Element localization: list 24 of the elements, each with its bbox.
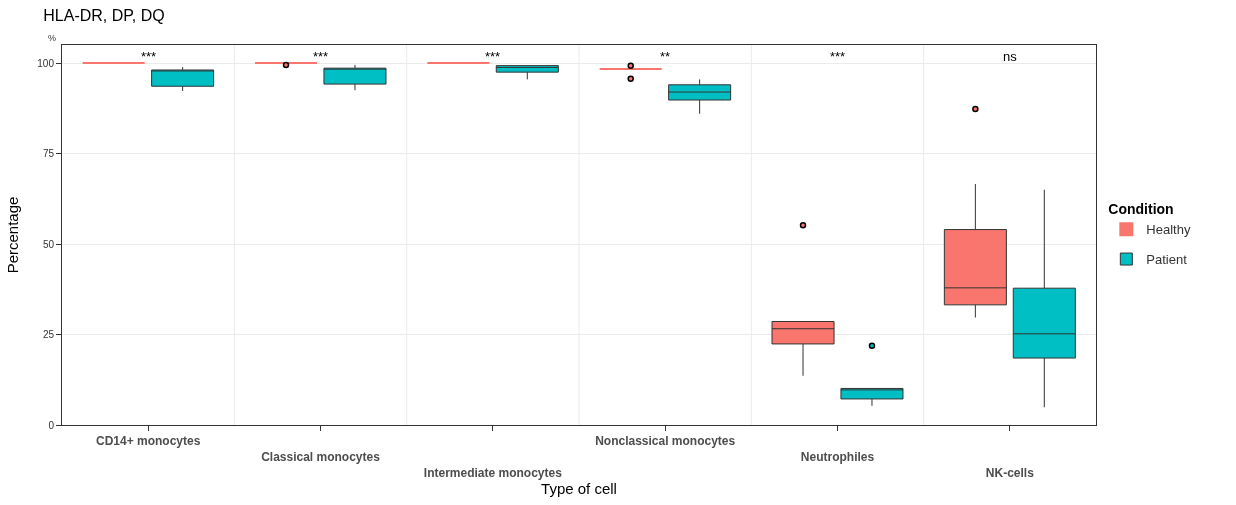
annotation: ns xyxy=(1003,49,1018,64)
annotation: *** xyxy=(313,49,329,64)
x-tick-label: Classical monocytes xyxy=(261,450,381,464)
y-tick-label: 0 xyxy=(48,419,55,431)
x-tick-label: Nonclassical monocytes xyxy=(595,434,736,449)
x-tick-label: Neutrophiles xyxy=(800,450,875,464)
y-tick-label: 50 xyxy=(42,238,55,250)
y-tick-label: 100 xyxy=(37,57,55,69)
x-tick-label: CD14+ monocytes xyxy=(95,434,201,449)
x-tick-label: Intermediate monocytes xyxy=(423,465,563,480)
annotation: *** xyxy=(141,49,157,64)
y-tick-label: 25 xyxy=(42,329,55,341)
x-axis-title: Type of cell xyxy=(541,479,617,497)
chart-title: HLA-DR, DP, DQ xyxy=(43,7,165,25)
legend-label: Healthy xyxy=(1146,222,1191,238)
legend-label: Patient xyxy=(1146,252,1188,268)
annotation: *** xyxy=(485,49,501,64)
x-tick-label: NK-cells xyxy=(985,465,1035,480)
annotation: *** xyxy=(830,49,846,64)
legend-title: Condition xyxy=(1108,201,1174,218)
annotation: ** xyxy=(660,49,671,64)
text: % xyxy=(48,33,57,43)
y-axis-title: Percentage xyxy=(3,196,21,274)
y-tick-label: 75 xyxy=(42,148,55,160)
